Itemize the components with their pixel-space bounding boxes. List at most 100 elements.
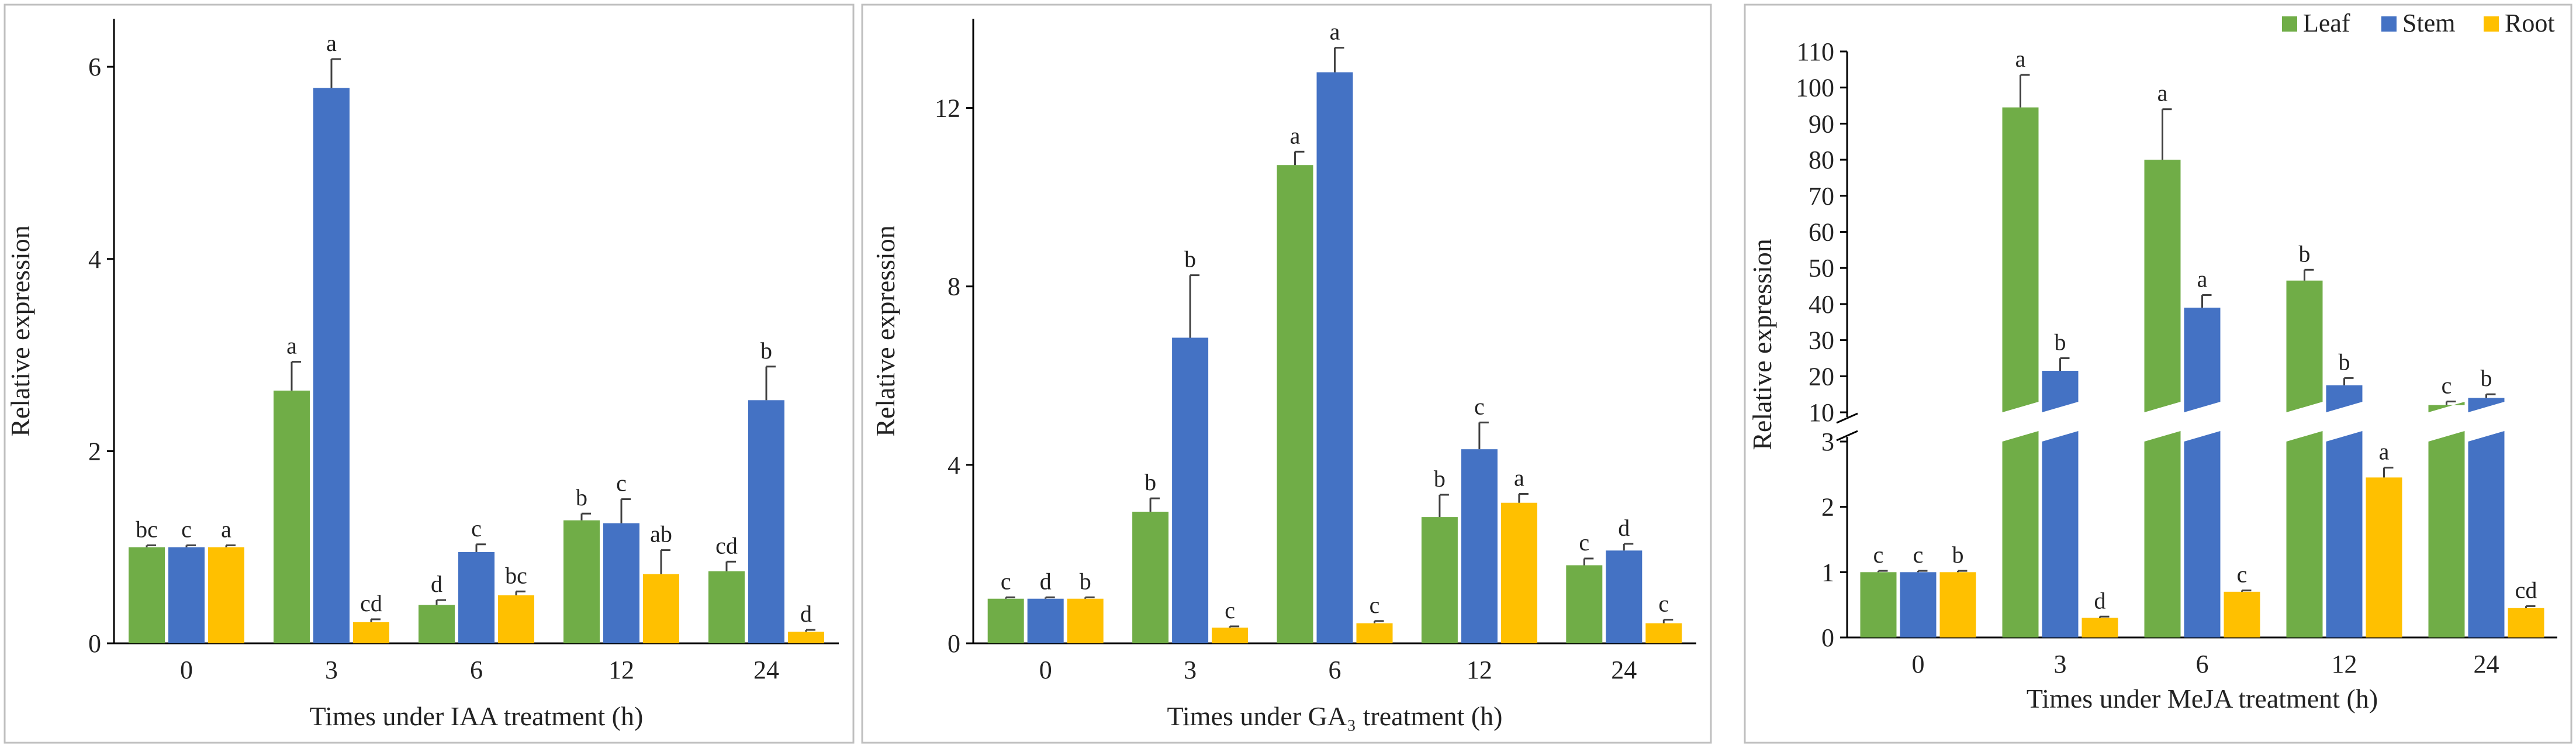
x-tick-label: 24	[1611, 656, 1637, 684]
legend-swatch-stem	[2381, 16, 2397, 32]
significance-letter: b	[1434, 466, 1446, 492]
panel-frame-iaa	[4, 4, 855, 744]
panel-frame-ga3	[861, 4, 1712, 744]
significance-letter: d	[431, 571, 442, 597]
significance-letter: c	[1001, 568, 1011, 594]
leaf-bar-upper	[2286, 280, 2323, 412]
significance-letter: c	[1225, 597, 1235, 623]
stem-bar	[1172, 337, 1209, 643]
significance-letter: d	[1618, 515, 1630, 541]
stem-bar	[1606, 550, 1643, 643]
root-bar	[2081, 618, 2118, 637]
leaf-bar-lower	[2428, 431, 2465, 637]
significance-letter: c	[1873, 542, 1884, 568]
significance-letter: c	[1658, 591, 1669, 617]
leaf-bar	[1132, 511, 1169, 643]
axis-break-mark	[1836, 430, 1858, 442]
significance-letter: b	[2481, 365, 2492, 391]
axis-break-mark	[1836, 412, 1858, 424]
y-tick-label: 100	[1796, 74, 1834, 102]
y-tick-label: 12	[935, 94, 960, 123]
leaf-bar-lower	[2002, 431, 2039, 637]
y-tick-label: 1	[1821, 558, 1834, 587]
x-axis-label: Times under IAA treatment (h)	[310, 701, 644, 731]
root-bar	[208, 547, 244, 643]
stem-bar	[1027, 598, 1064, 643]
x-tick-label: 12	[2332, 650, 2357, 678]
x-tick-label: 0	[1912, 650, 1925, 678]
significance-letter: a	[286, 333, 297, 359]
chart-ga3: 0 4 8 12 0 3 6 12 24 Times under GA₃ treatment (h…	[870, 19, 1696, 731]
significance-letter: b	[1952, 542, 1964, 568]
significance-letter: c	[2442, 372, 2452, 398]
significance-letter: c	[181, 516, 192, 542]
stem-bar-lower	[2326, 431, 2363, 637]
leaf-bar	[1421, 517, 1458, 643]
significance-letter: d	[1040, 568, 1052, 594]
significance-letter: ab	[650, 521, 672, 547]
y-tick-label: 40	[1809, 290, 1834, 319]
y-tick-label: 110	[1797, 37, 1834, 66]
y-tick-label: 6	[88, 53, 101, 81]
significance-letter: a	[2379, 439, 2390, 465]
y-axis-label: Relative expression	[1747, 239, 1777, 450]
leaf-bar	[987, 598, 1024, 643]
stem-bar-lower	[2042, 431, 2079, 637]
significance-letter: a	[326, 30, 337, 56]
x-tick-label: 24	[753, 656, 779, 684]
leaf-bar	[129, 547, 165, 643]
leaf-bar-upper	[2428, 402, 2465, 412]
root-bar	[1212, 628, 1249, 643]
y-tick-label: 0	[948, 629, 960, 658]
y-tick-label: 60	[1809, 218, 1834, 247]
stem-bar	[603, 523, 639, 643]
significance-letter: b	[2299, 240, 2311, 267]
stem-bar-upper	[2468, 398, 2505, 412]
significance-letter: c	[471, 515, 482, 542]
leaf-bar	[1277, 165, 1313, 643]
stem-bar	[168, 547, 205, 643]
root-bar	[643, 574, 679, 643]
x-tick-label: 6	[470, 656, 483, 684]
stem-bar-lower	[2184, 431, 2221, 637]
leaf-bar-lower	[2286, 431, 2323, 637]
significance-letter: a	[2157, 80, 2168, 106]
y-tick-label: 0	[1821, 623, 1834, 652]
x-tick-label: 3	[1184, 656, 1197, 684]
significance-letter: cd	[360, 590, 382, 616]
significance-letter: a	[1290, 122, 1301, 149]
significance-letter: b	[760, 337, 772, 364]
stem-bar	[1461, 449, 1498, 643]
y-axis-label: Relative expression	[870, 225, 900, 437]
root-bar	[1645, 623, 1682, 643]
x-tick-label: 3	[325, 656, 338, 684]
x-axis-label: Times under GA₃ treatment (h)	[1167, 701, 1503, 731]
y-tick-label: 4	[948, 451, 960, 480]
panel-frame-meja	[1744, 4, 2572, 744]
leaf-bar-upper	[2002, 107, 2039, 412]
significance-letter: c	[2237, 561, 2247, 588]
y-tick-label: 50	[1809, 254, 1834, 282]
significance-letter: a	[2015, 46, 2026, 72]
stem-bar	[458, 551, 495, 643]
leaf-bar-upper	[2144, 160, 2181, 412]
leaf-bar	[1566, 565, 1603, 643]
significance-letter: cd	[2515, 577, 2537, 603]
leaf-bar	[708, 571, 745, 643]
x-tick-label: 0	[1039, 656, 1052, 684]
root-bar	[2508, 608, 2544, 637]
significance-letter: d	[2094, 587, 2106, 613]
y-axis-label: Relative expression	[5, 225, 35, 437]
x-tick-label: 24	[2474, 650, 2499, 678]
y-tick-label: 2	[88, 437, 101, 466]
significance-letter: c	[1913, 542, 1924, 568]
significance-letter: d	[800, 601, 812, 627]
legend-label-stem: Stem	[2402, 9, 2455, 37]
y-tick-label: 90	[1809, 109, 1834, 138]
y-tick-label: 30	[1809, 326, 1834, 355]
root-bar	[1356, 623, 1393, 643]
legend-swatch-root	[2484, 16, 2499, 32]
x-tick-label: 6	[1329, 656, 1341, 684]
legend-swatch-leaf	[2282, 16, 2297, 32]
